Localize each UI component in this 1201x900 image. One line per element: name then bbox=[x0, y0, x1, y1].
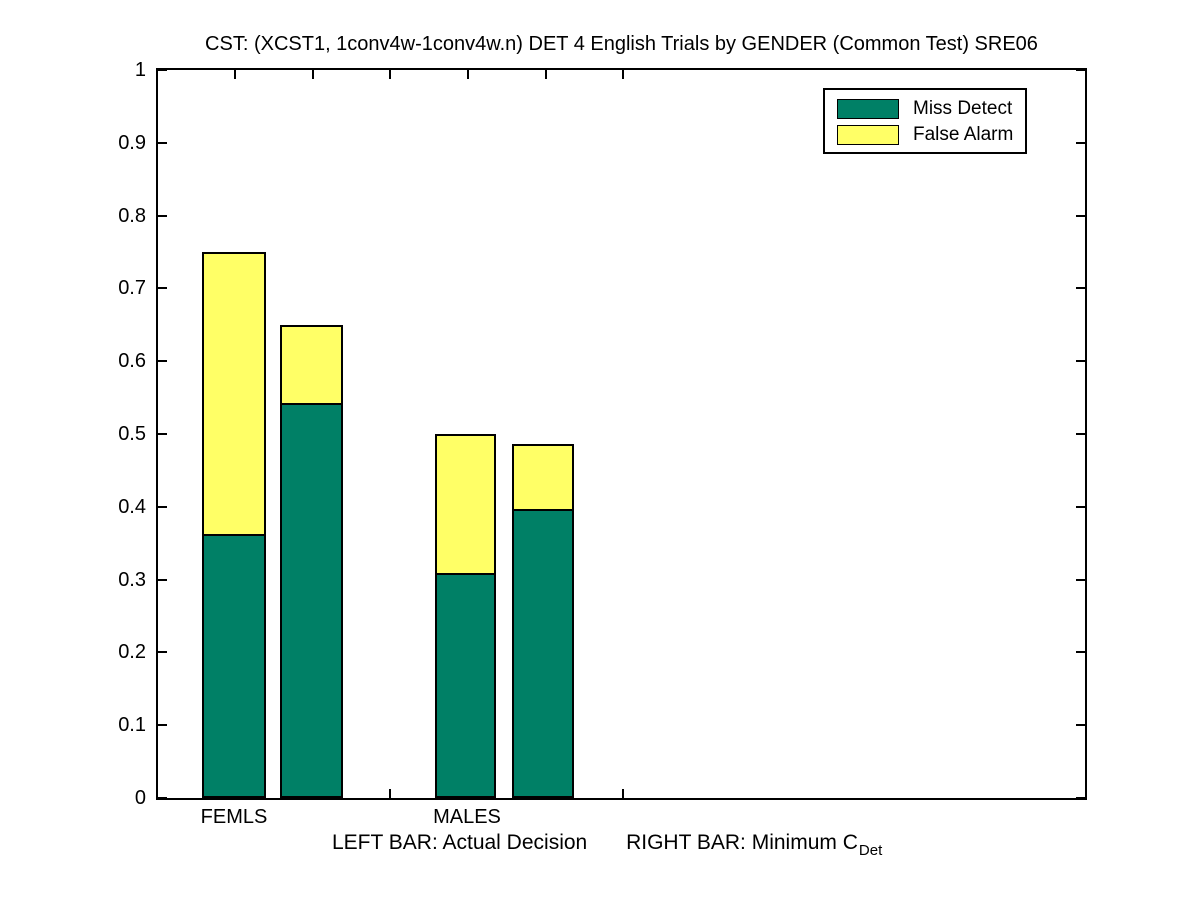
legend: Miss Detect False Alarm bbox=[823, 88, 1027, 154]
y-axis-tick bbox=[158, 797, 167, 799]
y-tick-label: 0.9 bbox=[118, 131, 146, 154]
y-axis-tick bbox=[158, 69, 167, 71]
bar-femls-minimum-cdet-false-alarm-segment bbox=[280, 325, 343, 405]
legend-label-false-alarm: False Alarm bbox=[913, 124, 1014, 145]
x-axis-tick bbox=[467, 70, 469, 79]
y-tick-label: 0.8 bbox=[118, 204, 146, 227]
x-axis-tick bbox=[234, 70, 236, 79]
bar-males-minimum-cdet-miss-detect-segment bbox=[512, 509, 574, 798]
y-axis-tick bbox=[1076, 214, 1085, 217]
y-axis-tick bbox=[158, 433, 167, 435]
footnote-left-bar: LEFT BAR: Actual Decision bbox=[332, 831, 588, 854]
x-axis-tick bbox=[622, 789, 624, 798]
y-axis-tick bbox=[1076, 287, 1085, 290]
x-axis-tick bbox=[312, 70, 314, 79]
plot-area bbox=[156, 68, 1087, 800]
y-tick-label: 0.4 bbox=[118, 495, 146, 518]
y-tick-label: 0.1 bbox=[118, 714, 146, 737]
x-axis-tick bbox=[622, 70, 624, 79]
y-axis-tick bbox=[158, 578, 167, 581]
y-axis-tick bbox=[1076, 69, 1085, 71]
y-axis-tick bbox=[1076, 797, 1085, 799]
x-tick-label-femls: FEMLS bbox=[200, 806, 268, 828]
miss-detect-swatch-icon bbox=[837, 99, 899, 119]
chart-title: CST: (XCST1, 1conv4w-1conv4w.n) DET 4 En… bbox=[205, 33, 1038, 55]
y-axis-tick bbox=[1076, 724, 1085, 727]
y-tick-label: 0 bbox=[134, 787, 146, 809]
bar-femls-actual-decision-false-alarm-segment bbox=[202, 252, 266, 536]
y-tick-label: 0.6 bbox=[118, 350, 146, 373]
false-alarm-swatch-icon bbox=[837, 125, 899, 145]
y-axis-tick bbox=[1076, 578, 1085, 581]
footnote-right-bar-text: RIGHT BAR: Minimum C bbox=[626, 831, 858, 854]
y-axis-tick bbox=[158, 724, 167, 727]
y-axis-tick bbox=[1076, 360, 1085, 363]
legend-item-miss-detect: Miss Detect bbox=[837, 96, 1025, 122]
y-axis-tick bbox=[158, 360, 167, 363]
y-axis-tick bbox=[1076, 141, 1085, 144]
footnote-right-bar-subscript: Det bbox=[858, 842, 883, 859]
y-axis-tick bbox=[1076, 651, 1085, 654]
y-axis-tick bbox=[158, 287, 167, 290]
bar-femls-minimum-cdet-miss-detect-segment bbox=[280, 403, 343, 798]
legend-label-miss-detect: Miss Detect bbox=[913, 98, 1013, 119]
y-tick-label: 0.5 bbox=[118, 423, 146, 445]
x-axis-tick bbox=[389, 789, 391, 798]
x-axis-tick bbox=[389, 70, 391, 79]
y-axis-tick bbox=[158, 214, 167, 217]
y-axis-tick bbox=[158, 651, 167, 654]
y-axis-tick bbox=[1076, 505, 1085, 508]
x-axis-tick bbox=[545, 70, 547, 79]
legend-item-false-alarm: False Alarm bbox=[837, 122, 1025, 148]
y-tick-label: 0.2 bbox=[118, 641, 146, 664]
bar-key-footnote: LEFT BAR: Actual Decision RIGHT BAR: Min… bbox=[332, 831, 882, 859]
y-axis-tick bbox=[1076, 433, 1085, 435]
bar-femls-actual-decision-miss-detect-segment bbox=[202, 534, 266, 798]
bar-males-actual-decision-false-alarm-segment bbox=[435, 434, 496, 575]
bar-males-actual-decision-miss-detect-segment bbox=[435, 573, 496, 798]
bar-males-minimum-cdet-false-alarm-segment bbox=[512, 444, 574, 511]
y-tick-label: 1 bbox=[134, 59, 146, 81]
y-tick-label: 0.3 bbox=[118, 568, 146, 591]
footnote-right-bar: RIGHT BAR: Minimum CDet bbox=[626, 831, 882, 859]
y-tick-label: 0.7 bbox=[118, 277, 146, 300]
x-tick-label-males: MALES bbox=[433, 806, 501, 828]
y-axis-tick bbox=[158, 141, 167, 144]
y-axis-tick bbox=[158, 505, 167, 508]
